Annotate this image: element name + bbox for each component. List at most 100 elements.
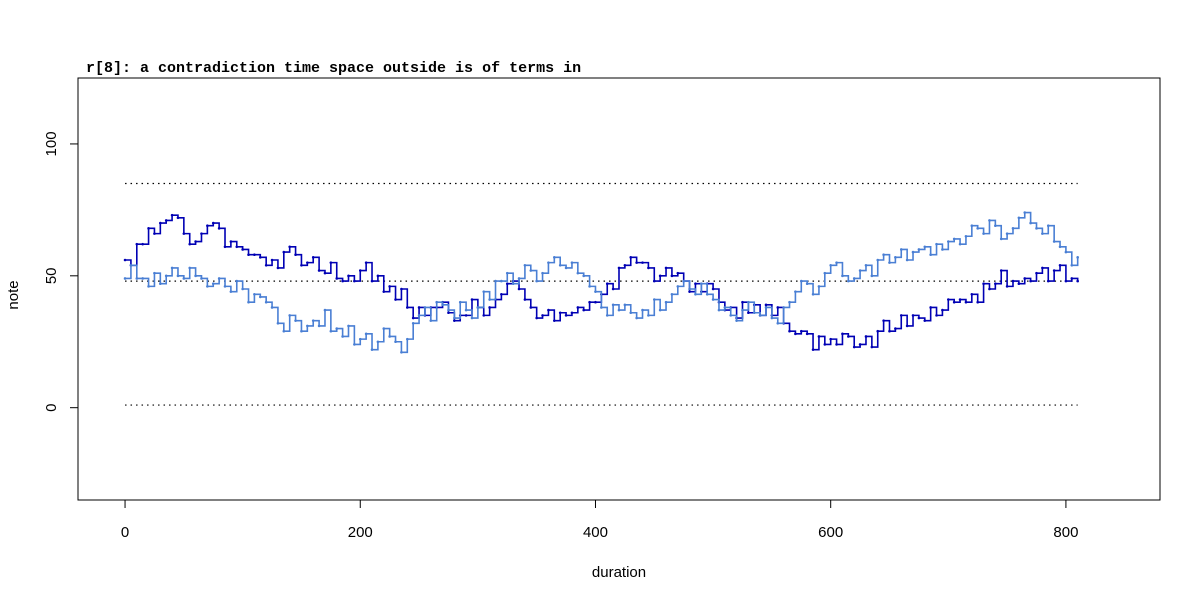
series-1-point (1017, 282, 1021, 286)
series-1-point (888, 329, 891, 333)
series-2-point (964, 234, 968, 238)
series-2-point (717, 308, 721, 312)
series-2-point (417, 314, 421, 317)
series-2-point (223, 285, 227, 288)
series-1-point (541, 314, 544, 317)
series-2-point (394, 340, 397, 344)
series-1-point (970, 292, 974, 296)
series-1-point (958, 298, 962, 301)
series-2-point (429, 319, 433, 322)
series-1-point (988, 287, 991, 291)
series-1-point (1076, 279, 1079, 283)
series-1-point (788, 329, 791, 333)
series-2-point (1046, 224, 1050, 227)
series-2-point (858, 269, 862, 272)
series-1-point (899, 314, 903, 317)
series-1-point (876, 329, 880, 333)
series-2-point (576, 271, 580, 275)
series-2-point (729, 314, 733, 317)
series-1-point (264, 263, 268, 267)
series-2-point (635, 316, 638, 320)
series-1-point (547, 308, 550, 312)
series-1-point (364, 261, 368, 264)
series-2-point (911, 250, 915, 254)
series-2-point (888, 261, 891, 264)
series-2-point (652, 298, 656, 301)
series-2-point (541, 271, 544, 275)
series-2-point (294, 319, 297, 322)
series-2-point (376, 340, 380, 344)
series-2-point (852, 277, 856, 280)
series-1-point (747, 311, 750, 315)
series-1-point (394, 298, 397, 301)
series-1-point (211, 221, 215, 225)
series-2-point (723, 306, 727, 309)
series-1-point (217, 227, 221, 230)
series-2-point (799, 279, 803, 283)
series-1-point (347, 274, 350, 278)
series-2-point (494, 279, 497, 283)
series-2-point (1052, 240, 1056, 243)
series-1-point (864, 335, 868, 338)
series-1-point (558, 311, 562, 315)
series-1-point (670, 274, 674, 278)
series-1-point (564, 314, 568, 317)
series-1-point (923, 319, 927, 322)
series-1-point (588, 300, 591, 304)
series-1-point (176, 216, 180, 220)
series-2-point (341, 335, 344, 338)
series-2-point (811, 292, 815, 296)
y-axis-title: note (5, 280, 22, 309)
series-2-point (347, 324, 350, 328)
series-1-point (288, 245, 291, 249)
series-1-point (1023, 277, 1027, 280)
series-2-point (300, 329, 303, 333)
series-1-point (570, 311, 574, 315)
series-2-point (488, 298, 491, 301)
series-2-point (688, 287, 691, 291)
series-1-point (300, 263, 303, 267)
series-2-point (923, 245, 927, 249)
y-tick-label: 50 (43, 267, 60, 284)
series-1-point (999, 269, 1003, 272)
series-2-point (611, 303, 615, 307)
series-2-point (1029, 221, 1032, 225)
series-1-point (688, 290, 691, 293)
series-2-point (323, 308, 327, 312)
series-2-point (1005, 232, 1009, 235)
series-1-point (917, 316, 921, 320)
series-2-point (641, 308, 644, 312)
series-2-point (829, 263, 832, 267)
series-1-point (994, 282, 997, 286)
series-2-point (899, 248, 903, 251)
series-1-point (388, 285, 391, 288)
series-1-point (370, 279, 374, 283)
series-2-point (235, 279, 239, 283)
series-2-point (558, 263, 562, 267)
series-1-point (676, 271, 680, 275)
series-1-point (241, 248, 244, 251)
series-1-point (247, 253, 250, 257)
series-2-point (994, 224, 997, 227)
series-2-point (1041, 232, 1044, 235)
series-2-point (147, 285, 150, 288)
series-2-point (129, 263, 133, 267)
series-2-point (1070, 263, 1074, 267)
series-2-point (364, 332, 368, 336)
series-1-point (1029, 279, 1032, 283)
series-1-point (835, 343, 838, 346)
series-1-point (311, 256, 315, 259)
series-2-point (970, 224, 974, 227)
series-2-point (211, 282, 215, 286)
series-2-point (570, 261, 574, 264)
series-1-point (470, 298, 474, 301)
series-1-point (617, 266, 621, 270)
series-1-point (805, 332, 809, 336)
series-2-point (529, 269, 533, 272)
series-2-point (735, 319, 738, 322)
x-tick-label: 400 (583, 524, 608, 541)
series-1-point (811, 348, 815, 351)
series-1-point (358, 269, 362, 272)
series-2-point (941, 248, 944, 251)
x-tick-label: 800 (1053, 524, 1078, 541)
